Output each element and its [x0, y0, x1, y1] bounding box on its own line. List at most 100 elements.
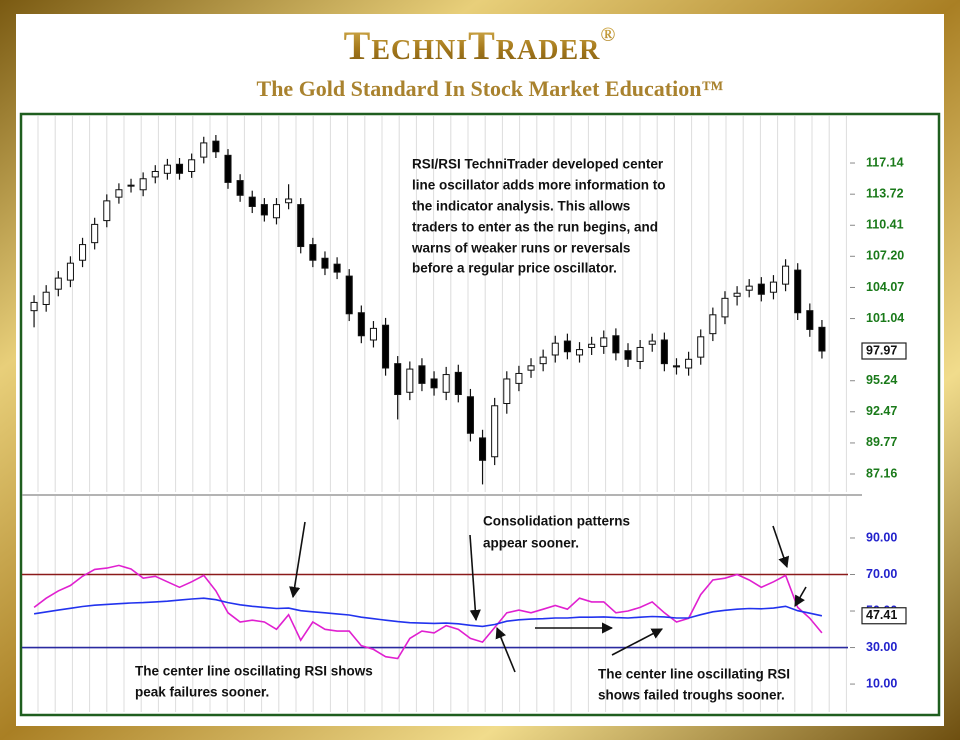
- arrow: [611, 628, 663, 656]
- candle-body: [91, 223, 99, 244]
- candle-body: [442, 374, 450, 393]
- last-value-box: [861, 607, 907, 625]
- marks: 117.14 113.72 110.41 107.20 104.07 101.04 95.2…: [22, 135, 907, 690]
- candle-body: [200, 142, 208, 158]
- y-tick-label: 104.07: [866, 280, 904, 294]
- candle-body: [709, 314, 717, 335]
- candle-body: [188, 159, 196, 172]
- candle-body: [103, 200, 111, 222]
- y-tick-label: 87.16: [866, 466, 897, 480]
- y-tick-label: 101.04: [866, 311, 904, 325]
- annotation-line: line oscillator adds more information to: [412, 178, 666, 193]
- candle-body: [54, 277, 62, 290]
- candle-body: [139, 178, 147, 191]
- annotation-line: traders to enter as the run begins, and: [412, 220, 658, 235]
- candle-body: [333, 263, 341, 273]
- arrow: [772, 525, 790, 569]
- y-tick-label: 117.14: [866, 155, 904, 169]
- annotation-line: appear sooner.: [483, 536, 579, 551]
- candle-body: [297, 204, 305, 248]
- y-tick-label: 95.24: [866, 373, 897, 387]
- candle-body: [454, 371, 462, 396]
- candle-body: [479, 437, 487, 461]
- candle-body: [491, 405, 499, 458]
- arrow: [469, 534, 481, 622]
- candle-body: [575, 349, 584, 356]
- candle-body: [212, 140, 220, 153]
- annotation-line: peak failures sooner.: [135, 685, 269, 700]
- annotation-line: shows failed troughs sooner.: [598, 688, 785, 703]
- annotation-line: the indicator analysis. This allows: [412, 199, 630, 214]
- candle-body: [309, 244, 317, 261]
- candle-body: [588, 343, 596, 348]
- arrow: [794, 586, 807, 607]
- brand-mark: ®: [600, 24, 616, 46]
- tagline: The Gold Standard In Stock Market Educat…: [257, 76, 724, 101]
- last-value-label: 47.41: [866, 608, 897, 622]
- candle-body: [794, 269, 802, 314]
- candle-body: [321, 257, 329, 269]
- arrow: [495, 626, 516, 673]
- candle-body: [369, 327, 377, 341]
- candle-body: [406, 368, 414, 393]
- y-tick-label: 113.72: [866, 186, 904, 200]
- annotation-line: The center line oscillating RSI shows: [135, 664, 373, 679]
- candle-body: [672, 365, 681, 368]
- candle-body: [66, 262, 74, 281]
- candle-body: [30, 301, 38, 312]
- candle-body: [272, 204, 281, 219]
- y-tick-label: 89.77: [866, 435, 897, 449]
- candle-body: [357, 312, 365, 337]
- y-tick-label: 92.47: [866, 404, 897, 418]
- candle-body: [515, 372, 523, 384]
- candle-body: [394, 363, 402, 396]
- candle-body: [430, 378, 438, 389]
- brand: TechniTrader: [344, 23, 601, 68]
- candle-body: [648, 340, 656, 345]
- annotation-line: RSI/RSI TechniTrader developed center: [412, 157, 664, 172]
- candle-body: [697, 336, 705, 358]
- candle-body: [757, 283, 765, 295]
- arrow: [289, 521, 306, 599]
- candle-body: [42, 291, 50, 305]
- candle-body: [285, 198, 293, 204]
- candle-body: [163, 164, 171, 174]
- y-tick-label: 90.00: [866, 530, 897, 544]
- candle-body: [236, 180, 244, 196]
- y-tick-label: 30.00: [866, 640, 897, 654]
- candle-body: [248, 196, 256, 207]
- candle-body: [660, 339, 668, 365]
- candle-body: [382, 324, 390, 369]
- candle-body: [745, 285, 753, 291]
- annotation-line: before a regular price oscillator.: [412, 261, 617, 276]
- candle-body: [79, 244, 87, 261]
- candle-body: [418, 365, 426, 384]
- annotation-line: warns of weaker runs or reversals: [411, 241, 630, 256]
- candle-body: [115, 189, 123, 198]
- candle-body: [600, 337, 608, 347]
- y-tick-label: 107.20: [866, 249, 904, 263]
- candle-body: [721, 297, 729, 318]
- annotation-line: The center line oscillating RSI: [598, 667, 790, 682]
- last-value-label: 97.97: [866, 343, 897, 357]
- candle-body: [806, 310, 814, 330]
- annotation: RSI/RSI TechniTrader developed center li…: [135, 157, 790, 703]
- y-tick-label: 10.00: [866, 676, 897, 690]
- brand-title: TechniTrader®: [344, 23, 617, 68]
- last-value-box: [861, 342, 907, 360]
- candle-body: [551, 342, 559, 356]
- candle-body: [224, 154, 232, 183]
- candle-body: [636, 346, 644, 362]
- candle-body: [685, 358, 693, 369]
- series-line: [33, 597, 823, 628]
- annotation-line: Consolidation patterns: [483, 514, 630, 529]
- candle-body: [539, 356, 547, 365]
- candle-body: [175, 163, 184, 174]
- arrows: [289, 521, 807, 673]
- candle-body: [612, 335, 620, 354]
- candle-body: [624, 350, 632, 360]
- grid: [37, 116, 847, 712]
- candle-body: [818, 326, 826, 352]
- y-tick-label: 110.41: [866, 218, 904, 232]
